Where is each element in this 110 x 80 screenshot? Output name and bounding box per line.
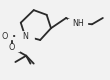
Text: O: O [1, 32, 8, 41]
Text: O: O [9, 43, 15, 52]
Text: NH: NH [72, 19, 84, 28]
Text: N: N [22, 32, 28, 41]
